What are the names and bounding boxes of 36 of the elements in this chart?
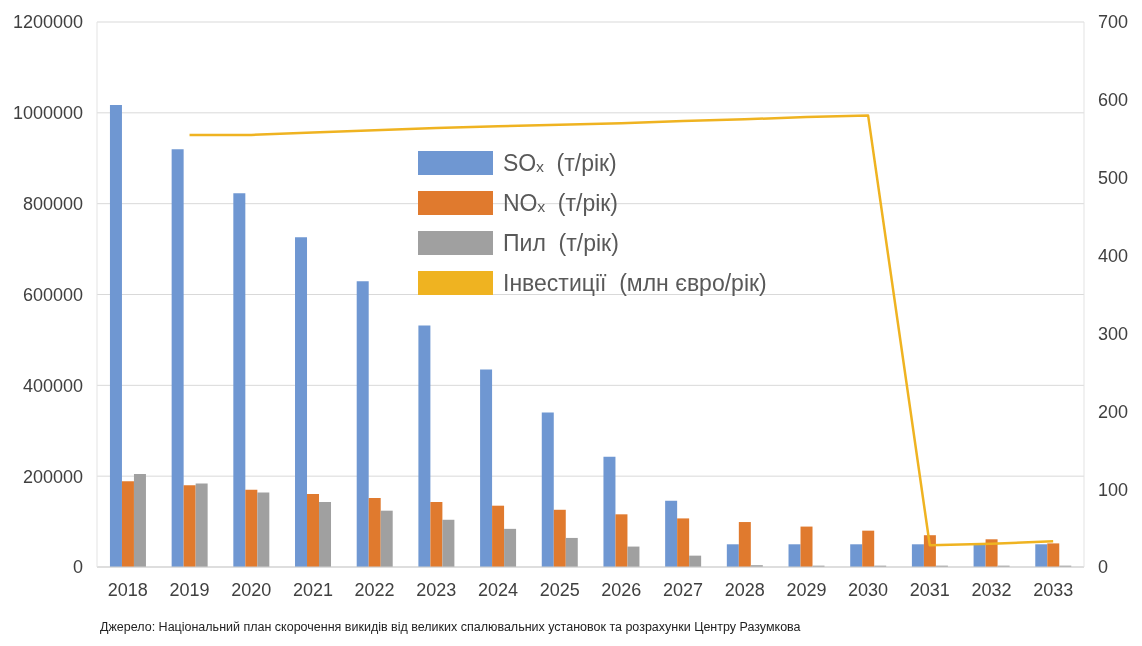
y2-tick-label: 600 <box>1098 90 1129 111</box>
legend-label: Інвестиції (млн євро/рік) <box>503 269 767 297</box>
y2-tick-label: 700 <box>1098 12 1129 33</box>
y2-tick-label: 500 <box>1098 168 1129 189</box>
x-tick-label: 2027 <box>663 579 704 600</box>
y2-tick-label: 300 <box>1098 323 1129 344</box>
x-tick-label: 2031 <box>909 579 950 600</box>
x-tick-label: 2029 <box>786 579 827 600</box>
y2-tick-label: 400 <box>1098 245 1129 266</box>
y-tick-label: 600000 <box>22 284 83 305</box>
x-tick-label: 2032 <box>971 579 1012 600</box>
x-tick-label: 2025 <box>539 579 580 600</box>
y-tick-label: 200000 <box>22 466 83 487</box>
y2-tick-label: 0 <box>1098 557 1109 578</box>
legend-label: Пил (т/рік) <box>503 229 619 257</box>
y-tick-label: 1200000 <box>12 12 83 33</box>
x-tick-label: 2019 <box>169 579 210 600</box>
x-tick-label: 2033 <box>1033 579 1074 600</box>
x-tick-label: 2022 <box>354 579 395 600</box>
y2-tick-label: 100 <box>1098 479 1129 500</box>
y-tick-label: 400000 <box>22 375 83 396</box>
x-tick-label: 2026 <box>601 579 642 600</box>
y-tick-label: 800000 <box>22 194 83 215</box>
x-tick-label: 2023 <box>416 579 457 600</box>
x-tick-label: 2024 <box>477 579 518 600</box>
x-tick-label: 2020 <box>231 579 272 600</box>
x-tick-label: 2018 <box>107 579 148 600</box>
legend-label: NOₓ (т/рік) <box>503 189 619 217</box>
x-tick-label: 2021 <box>292 579 333 600</box>
x-tick-label: 2028 <box>724 579 765 600</box>
legend-label: SOₓ (т/рік) <box>503 149 617 177</box>
x-tick-label: 2030 <box>848 579 889 600</box>
y-tick-label: 0 <box>72 557 83 578</box>
y-tick-label: 1000000 <box>12 103 83 124</box>
text: Джерело: Національний план скорочення викидів від великих спалювальних установок та розрахунки Центру Разумкова <box>100 620 802 634</box>
y2-tick-label: 200 <box>1098 401 1129 422</box>
